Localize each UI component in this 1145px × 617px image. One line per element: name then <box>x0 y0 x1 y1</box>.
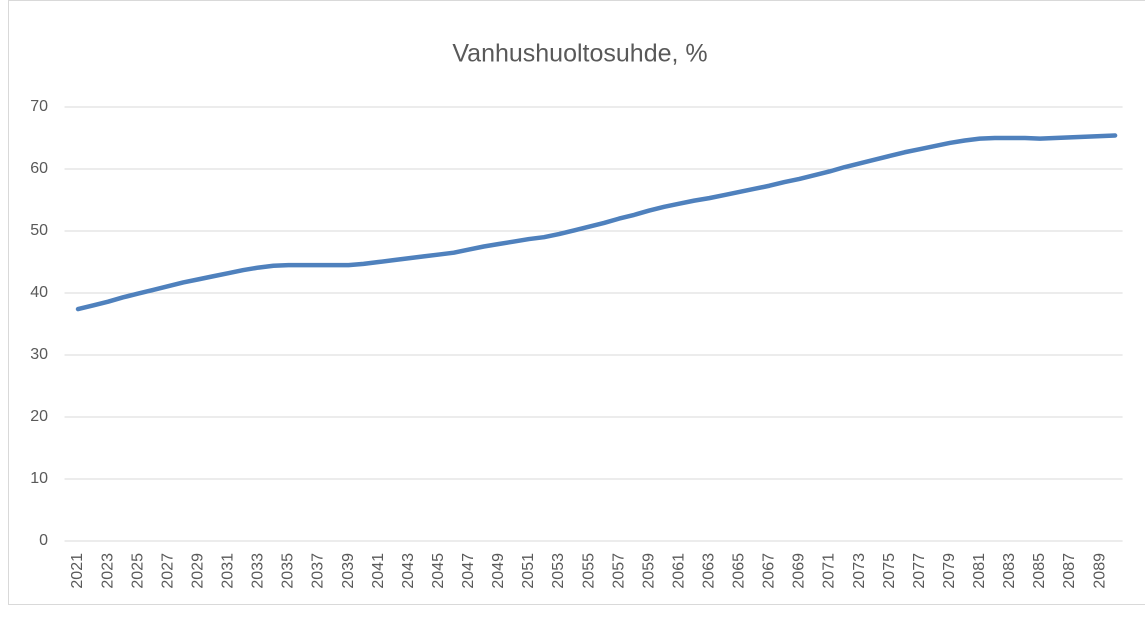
x-tick-label: 2079 <box>941 553 958 589</box>
x-tick-label: 2021 <box>69 553 86 589</box>
x-tick-label: 2069 <box>791 553 808 589</box>
x-tick-label: 2045 <box>430 553 447 589</box>
data-line <box>75 133 1118 312</box>
y-tick-label: 60 <box>30 160 48 177</box>
y-tick-label: 50 <box>30 222 48 239</box>
x-tick-label: 2081 <box>971 553 988 589</box>
y-tick-label: 10 <box>30 470 48 487</box>
x-tick-label: 2075 <box>881 553 898 589</box>
x-tick-label: 2087 <box>1061 553 1078 589</box>
x-tick-label: 2037 <box>310 553 327 589</box>
x-tick-label: 2043 <box>400 553 417 589</box>
x-tick-label: 2085 <box>1031 553 1048 589</box>
x-tick-label: 2051 <box>520 553 537 589</box>
y-tick-label: 70 <box>30 98 48 115</box>
x-tick-label: 2035 <box>280 553 297 589</box>
x-tick-label: 2071 <box>821 553 838 589</box>
y-tick-label: 0 <box>39 532 48 549</box>
x-tick-label: 2057 <box>610 553 627 589</box>
x-tick-label: 2027 <box>159 553 176 589</box>
y-tick-label: 30 <box>30 346 48 363</box>
x-tick-label: 2063 <box>700 553 717 589</box>
y-tick-label: 40 <box>30 284 48 301</box>
x-tick-label: 2065 <box>731 553 748 589</box>
x-tick-label: 2073 <box>851 553 868 589</box>
x-tick-label: 2047 <box>460 553 477 589</box>
x-tick-label: 2039 <box>340 553 357 589</box>
x-tick-label: 2025 <box>129 553 146 589</box>
x-tick-label: 2041 <box>370 553 387 589</box>
x-tick-label: 2055 <box>580 553 597 589</box>
x-tick-label: 2033 <box>250 553 267 589</box>
x-tick-label: 2049 <box>490 553 507 589</box>
x-tick-label: 2067 <box>761 553 778 589</box>
x-tick-label: 2023 <box>99 553 116 589</box>
x-tick-label: 2059 <box>640 553 657 589</box>
x-tick-label: 2029 <box>189 553 206 589</box>
x-tick-label: 2061 <box>670 553 687 589</box>
x-tick-label: 2031 <box>220 553 237 589</box>
x-tick-label: 2083 <box>1001 553 1018 589</box>
chart-title: Vanhushuoltosuhde, % <box>452 40 707 68</box>
chart-frame <box>8 0 1145 605</box>
x-tick-label: 2053 <box>550 553 567 589</box>
x-tick-label: 2089 <box>1091 553 1108 589</box>
x-tick-label: 2077 <box>911 553 928 589</box>
y-tick-label: 20 <box>30 408 48 425</box>
